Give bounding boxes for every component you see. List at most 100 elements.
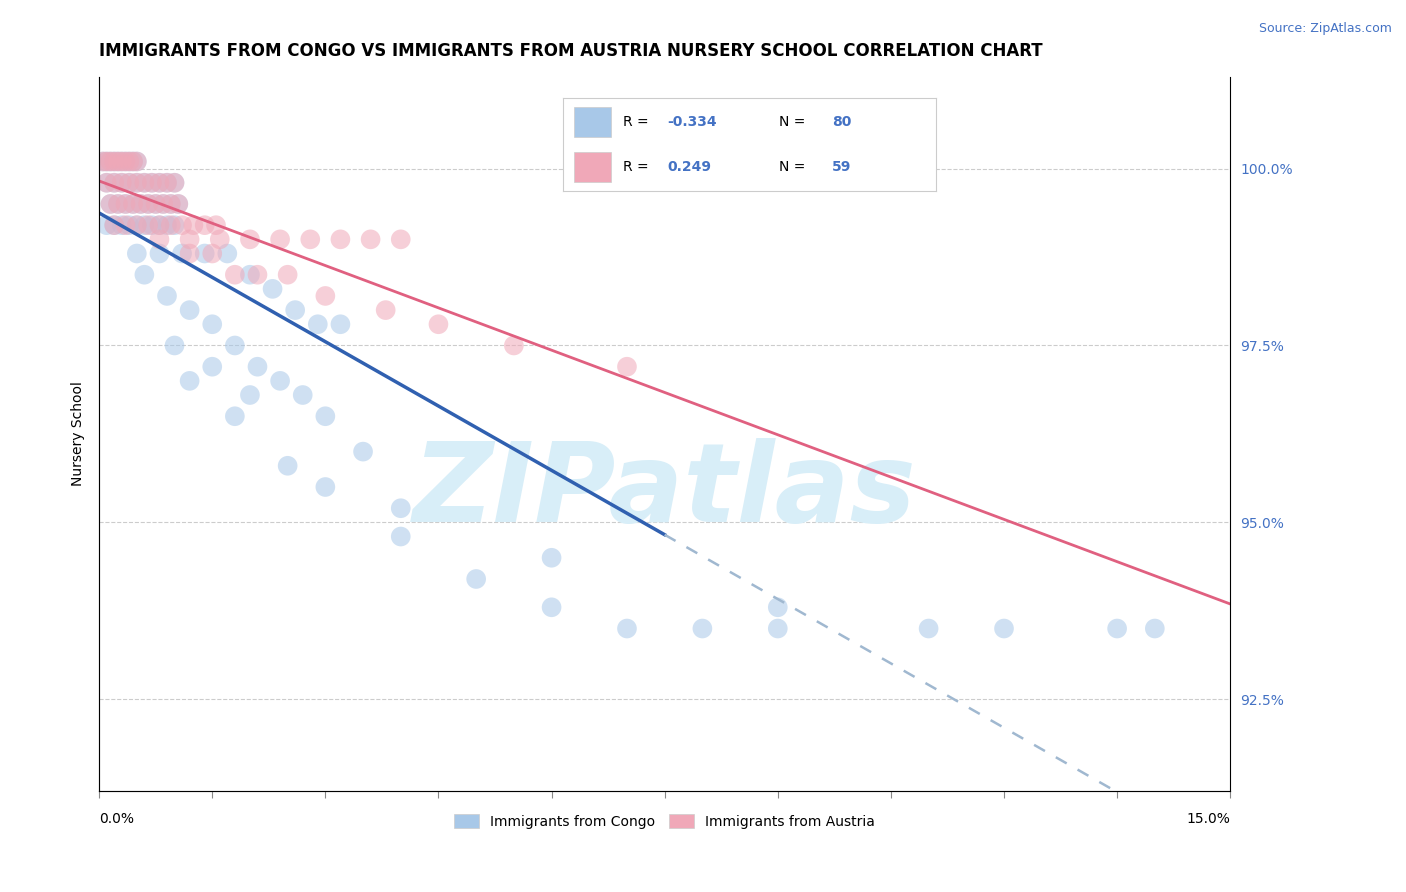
Point <box>314 480 336 494</box>
Point <box>148 218 170 232</box>
Point <box>766 622 789 636</box>
Point <box>100 197 122 211</box>
Point <box>540 600 562 615</box>
Point <box>125 154 148 169</box>
Point <box>118 176 141 190</box>
Point <box>156 218 179 232</box>
Point <box>159 197 181 211</box>
Point <box>103 154 125 169</box>
Point <box>114 154 136 169</box>
Point <box>167 197 190 211</box>
Point <box>156 289 179 303</box>
Point <box>427 318 450 332</box>
Point <box>129 197 152 211</box>
Point <box>917 622 939 636</box>
Point <box>389 501 412 516</box>
Point <box>148 232 170 246</box>
Text: IMMIGRANTS FROM CONGO VS IMMIGRANTS FROM AUSTRIA NURSERY SCHOOL CORRELATION CHAR: IMMIGRANTS FROM CONGO VS IMMIGRANTS FROM… <box>100 42 1043 60</box>
Point <box>145 197 167 211</box>
Point <box>107 197 129 211</box>
Point <box>201 318 224 332</box>
Point <box>96 154 118 169</box>
Point <box>114 197 136 211</box>
Point <box>179 303 201 318</box>
Point <box>156 176 179 190</box>
Point <box>114 154 136 169</box>
Point <box>125 176 148 190</box>
Point <box>194 218 217 232</box>
Point <box>314 289 336 303</box>
Point <box>100 154 122 169</box>
Point <box>766 600 789 615</box>
Point <box>125 218 148 232</box>
Point <box>111 176 134 190</box>
Point <box>148 218 170 232</box>
Point <box>224 409 246 424</box>
Point <box>1107 622 1129 636</box>
Point <box>389 529 412 543</box>
Point <box>129 197 152 211</box>
Point <box>540 550 562 565</box>
Point <box>239 388 262 402</box>
Point <box>96 176 118 190</box>
Point <box>167 197 190 211</box>
Point <box>194 246 217 260</box>
Point <box>103 218 125 232</box>
Point <box>111 176 134 190</box>
Point <box>269 232 291 246</box>
Point <box>465 572 488 586</box>
Legend: Immigrants from Congo, Immigrants from Austria: Immigrants from Congo, Immigrants from A… <box>449 808 880 834</box>
Point <box>179 374 201 388</box>
Point <box>314 409 336 424</box>
Point <box>389 232 412 246</box>
Point <box>122 154 145 169</box>
Point <box>262 282 284 296</box>
Point <box>152 197 174 211</box>
Point <box>360 232 382 246</box>
Point <box>91 154 114 169</box>
Text: 0.0%: 0.0% <box>100 813 134 827</box>
Point <box>152 197 174 211</box>
Point <box>118 154 141 169</box>
Point <box>148 246 170 260</box>
Text: 15.0%: 15.0% <box>1187 813 1230 827</box>
Point <box>692 622 714 636</box>
Point <box>239 232 262 246</box>
Point <box>136 197 159 211</box>
Point <box>103 176 125 190</box>
Point <box>163 338 186 352</box>
Point <box>183 218 205 232</box>
Point <box>134 218 156 232</box>
Point <box>111 154 134 169</box>
Point <box>134 176 156 190</box>
Point <box>134 268 156 282</box>
Point <box>224 338 246 352</box>
Point <box>329 232 352 246</box>
Point <box>201 359 224 374</box>
Point <box>993 622 1015 636</box>
Point <box>91 154 114 169</box>
Point <box>502 338 524 352</box>
Point <box>107 154 129 169</box>
Point <box>136 197 159 211</box>
Point <box>107 154 129 169</box>
Point <box>134 176 156 190</box>
Point <box>118 154 141 169</box>
Point <box>118 176 141 190</box>
Point <box>118 218 141 232</box>
Point <box>145 197 167 211</box>
Point <box>125 154 148 169</box>
Point <box>208 232 231 246</box>
Point <box>100 154 122 169</box>
Point <box>352 444 374 458</box>
Text: ZIPatlas: ZIPatlas <box>413 438 917 545</box>
Point <box>224 268 246 282</box>
Point <box>96 218 118 232</box>
Point <box>374 303 396 318</box>
Point <box>239 268 262 282</box>
Point <box>141 176 163 190</box>
Point <box>125 246 148 260</box>
Point <box>114 218 136 232</box>
Point <box>125 218 148 232</box>
Point <box>329 318 352 332</box>
